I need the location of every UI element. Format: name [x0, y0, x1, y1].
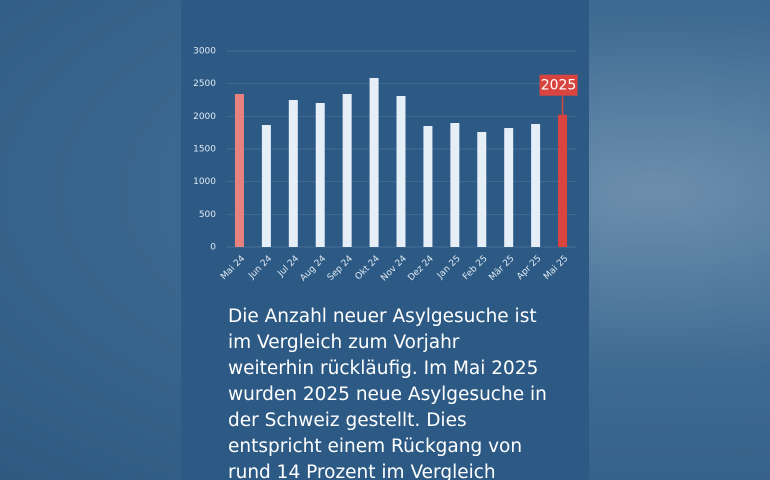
bar: [504, 128, 514, 247]
bar: [450, 122, 460, 247]
x-tick-label: Jun 24: [246, 254, 274, 282]
text-line: der Schweiz gestellt. Dies: [228, 410, 467, 431]
text-line: Die Anzahl neuer Asylgesuche ist: [228, 306, 537, 327]
data-label: 2025: [541, 78, 577, 94]
chart: 0 500 1000 1500 2000 2500 3000 Mai 24 Jun 24 Jul …: [193, 47, 578, 284]
y-tick-label: 3000: [193, 47, 216, 57]
y-tick-label: 2000: [193, 112, 216, 122]
label-box: [539, 74, 578, 96]
y-tick-label: 1000: [193, 177, 216, 187]
x-tick-label: Okt 24: [354, 254, 383, 283]
x-tick-label: Mai 24: [219, 254, 248, 283]
y-tick-label: 1500: [193, 145, 216, 155]
y-tick-label: 500: [199, 210, 216, 220]
text-line: rund 14 Prozent im Vergleich: [228, 462, 496, 480]
x-tick-label: Feb 25: [461, 254, 489, 282]
y-tick-label: 0: [210, 243, 216, 253]
text-line: entspricht einem Rückgang von: [228, 436, 523, 457]
bar: [423, 126, 433, 247]
text-line: im Vergleich zum Vorjahr: [228, 332, 460, 353]
text-line: wurden 2025 neue Asylgesuche in: [228, 384, 547, 405]
x-tick-label: Nov 24: [379, 254, 409, 284]
bar: [477, 132, 487, 247]
bar: [531, 123, 541, 247]
paragraph: Die Anzahl neuer Asylgesuche ist im Vergl…: [228, 304, 547, 480]
x-tick-label: Jul 24: [276, 254, 302, 280]
bar: [234, 93, 244, 247]
bar: [369, 77, 379, 247]
x-tick-label: Apr 25: [515, 254, 543, 282]
bar: [261, 125, 271, 247]
y-tick-label: 2500: [193, 79, 216, 89]
x-tick-label: Sep 24: [326, 254, 355, 283]
text-line: weiterhin rückläufig. Im Mai 2025: [228, 358, 539, 379]
panel: Die Anzahl neuer Asylgesuche ist im Vergl…: [181, 0, 589, 480]
x-tick-label: Mär 25: [487, 254, 516, 283]
bar: [315, 103, 325, 247]
x-tick-label: Aug 24: [298, 254, 328, 284]
bar: [558, 114, 568, 247]
bar: [342, 93, 352, 247]
bar: [288, 100, 298, 247]
x-tick-label: Jan 25: [435, 254, 463, 282]
bar: [396, 96, 406, 247]
x-tick-label: Mai 25: [542, 254, 570, 282]
x-tick-label: Dez 24: [406, 254, 436, 284]
